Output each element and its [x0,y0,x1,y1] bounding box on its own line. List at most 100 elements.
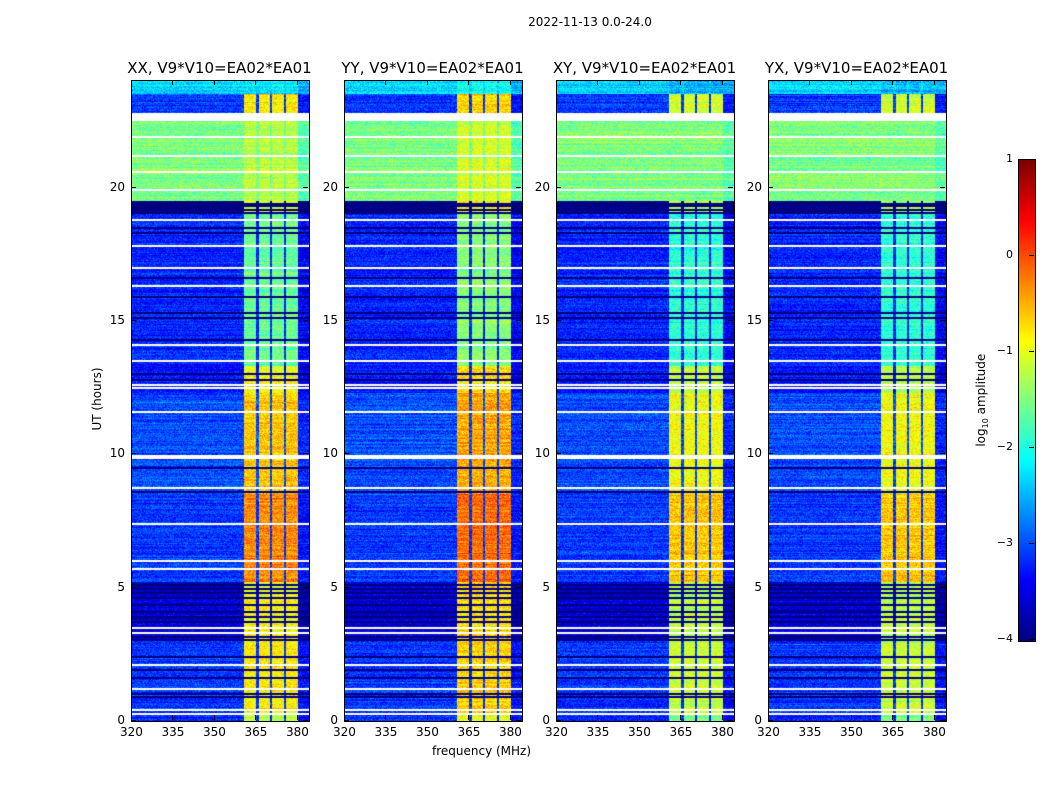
x-tick-mark [556,80,557,85]
y-tick-label: 15 [534,313,550,327]
x-tick-mark [597,715,599,720]
y-tick-label: 10 [746,446,762,461]
x-tick-label: 320 [333,725,356,739]
x-tick-mark [296,715,298,720]
x-tick-mark [468,80,470,85]
x-tick-label: 350 [415,725,439,739]
y-tick-label: 20 [746,179,762,194]
x-tick-mark [892,715,894,720]
y-tick-mark [516,586,521,588]
x-tick-label: 380 [710,725,734,739]
x-tick-label: 365 [244,725,268,739]
y-tick-mark [728,720,733,721]
x-tick-label: 350 [627,725,651,739]
x-tick-mark [809,715,811,720]
panel-title: YX, V9*V10=EA02*EA01 [764,59,949,77]
x-tick-label: 365 [669,725,693,739]
y-tick-mark [303,186,308,188]
y-tick-mark [728,586,733,588]
y-tick-mark [344,320,349,321]
x-tick-mark [680,715,682,720]
y-tick-mark [131,720,136,721]
heatmap-3 [768,80,947,722]
colorbar-tick-label: 0 [1006,248,1013,261]
y-tick-mark [344,586,349,588]
y-tick-label: 15 [746,313,762,327]
x-tick-mark [344,80,345,85]
x-tick-mark [933,80,935,85]
x-tick-label: 320 [757,725,780,739]
x-tick-mark [809,80,811,85]
y-tick-mark [344,186,349,188]
x-tick-label: 335 [586,725,610,739]
y-tick-label: 0 [542,713,550,727]
x-tick-label: 350 [839,725,863,739]
x-tick-mark [509,80,511,85]
x-tick-label: 335 [374,725,398,739]
colorbar-tick-label: −2 [996,440,1013,453]
y-tick-label: 20 [109,179,125,194]
y-tick-mark [131,453,136,455]
x-tick-mark [468,715,470,720]
x-tick-label: 320 [545,725,568,739]
x-tick-label: 380 [922,725,946,739]
heatmap-2 [556,80,735,722]
y-tick-mark [303,320,308,321]
y-tick-label: 0 [754,713,762,727]
y-tick-label: 20 [534,179,550,194]
colorbar-tick-label: −1 [996,344,1013,357]
x-axis-label: frequency (MHz) [432,744,532,758]
y-tick-mark [344,453,349,455]
y-tick-mark [768,720,773,721]
heatmap-1 [344,80,523,722]
y-tick-mark [131,586,136,588]
colorbar-tick-mark [1029,255,1034,256]
x-tick-mark [721,715,723,720]
y-tick-mark [303,586,308,588]
y-tick-mark [556,453,561,455]
x-tick-mark [172,715,174,720]
x-tick-mark [768,80,769,85]
x-tick-mark [638,80,640,85]
x-tick-mark [638,715,640,720]
x-tick-label: 380 [498,725,522,739]
y-tick-mark [768,586,773,588]
y-tick-mark [728,320,733,321]
y-tick-mark [516,320,521,321]
panel-title: XY, V9*V10=EA02*EA01 [552,59,737,77]
y-tick-mark [940,186,945,188]
y-tick-mark [940,586,945,588]
colorbar-tick-label: −3 [996,536,1013,549]
y-tick-label: 10 [109,446,125,461]
y-tick-label: 10 [322,446,338,461]
y-tick-mark [556,320,561,321]
x-tick-mark [296,80,298,85]
x-tick-mark [768,715,769,720]
y-tick-label: 10 [534,446,550,461]
colorbar-tick-mark [1029,543,1034,544]
x-tick-mark [213,715,215,720]
x-tick-label: 320 [120,725,143,739]
y-tick-mark [768,320,773,321]
y-tick-mark [516,186,521,188]
y-tick-mark [940,720,945,721]
y-tick-mark [556,720,561,721]
colorbar-tick-mark [1029,351,1034,352]
colorbar-tick-label: 1 [1006,152,1013,165]
y-tick-mark [556,186,561,188]
y-tick-mark [131,186,136,188]
colorbar-tick-label: −4 [996,632,1013,645]
y-tick-label: 5 [754,579,762,594]
x-tick-mark [426,715,428,720]
y-tick-label: 5 [542,579,550,594]
x-tick-mark [556,715,557,720]
x-tick-label: 335 [161,725,185,739]
x-tick-mark [721,80,723,85]
x-tick-mark [213,80,215,85]
y-tick-label: 0 [117,713,125,727]
y-tick-mark [516,453,521,455]
y-tick-label: 5 [330,579,338,594]
y-tick-label: 0 [330,713,338,727]
colorbar-tick-mark [1029,159,1034,160]
y-tick-mark [728,453,733,455]
